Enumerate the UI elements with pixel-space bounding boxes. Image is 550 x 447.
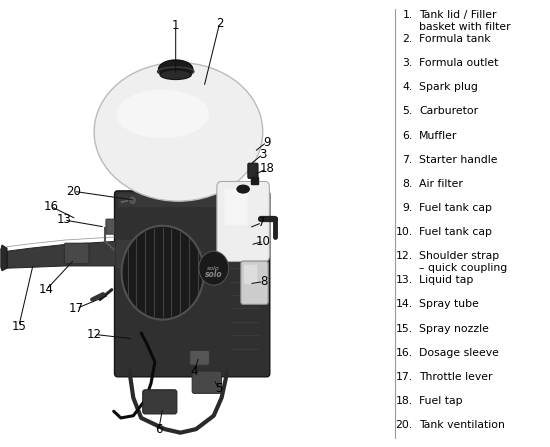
Ellipse shape [237,185,249,193]
Text: Starter handle: Starter handle [419,155,498,164]
Text: 10: 10 [256,235,271,248]
Text: Muffler: Muffler [419,131,458,140]
Text: 15.: 15. [395,324,412,333]
Text: 4.: 4. [403,82,412,92]
Circle shape [122,226,204,320]
Polygon shape [7,241,116,268]
Text: Tank lid / Filler
basket with filter: Tank lid / Filler basket with filter [419,10,510,32]
Text: 20.: 20. [395,420,412,430]
Text: 7: 7 [258,216,266,229]
Text: 14.: 14. [395,299,412,309]
Text: 3.: 3. [403,58,412,68]
FancyBboxPatch shape [224,189,248,225]
Text: 18.: 18. [395,396,412,406]
Text: Fuel tank cap: Fuel tank cap [419,227,492,237]
Text: 13: 13 [57,213,72,227]
Text: 2.: 2. [403,34,412,44]
Text: 17: 17 [69,302,84,315]
Text: Fuel tank cap: Fuel tank cap [419,203,492,213]
Text: 15: 15 [12,320,26,333]
Ellipse shape [160,70,191,80]
Text: Dosage sleeve: Dosage sleeve [419,348,499,358]
Text: solo: solo [205,270,223,279]
FancyBboxPatch shape [190,350,210,365]
FancyBboxPatch shape [192,371,222,393]
Text: 7.: 7. [403,155,412,164]
Text: Formula tank: Formula tank [419,34,491,44]
Text: 6: 6 [155,422,163,436]
FancyBboxPatch shape [143,390,177,414]
FancyBboxPatch shape [248,163,258,178]
Ellipse shape [158,60,193,79]
Ellipse shape [117,90,209,138]
Text: 6.: 6. [403,131,412,140]
FancyBboxPatch shape [244,265,257,284]
Text: Carburetor: Carburetor [419,106,478,116]
Text: Tank ventilation: Tank ventilation [419,420,505,430]
Text: 18: 18 [259,162,274,176]
Text: 5.: 5. [403,106,412,116]
Text: Spray tube: Spray tube [419,299,479,309]
Text: 5: 5 [215,382,223,396]
Text: 9.: 9. [403,203,412,213]
Text: Spark plug: Spark plug [419,82,478,92]
Text: Shoulder strap
– quick coupling: Shoulder strap – quick coupling [419,251,507,273]
Text: 16: 16 [43,200,58,213]
Polygon shape [251,177,258,184]
Text: Liquid tap: Liquid tap [419,275,474,285]
Circle shape [129,196,136,205]
Text: Throttle lever: Throttle lever [419,372,492,382]
Text: Formula outlet: Formula outlet [419,58,498,68]
Circle shape [199,251,229,285]
Text: 8: 8 [260,275,267,288]
Text: 10.: 10. [395,227,412,237]
Text: Fuel tap: Fuel tap [419,396,463,406]
Polygon shape [1,245,7,271]
Text: 13.: 13. [395,275,412,285]
Ellipse shape [94,63,263,201]
Text: 14: 14 [39,283,54,296]
Text: 16.: 16. [395,348,412,358]
Text: 20: 20 [67,185,81,198]
Text: 17.: 17. [395,372,412,382]
Text: Air filter: Air filter [419,179,463,189]
Text: 9: 9 [263,135,271,149]
Text: 3: 3 [259,148,266,161]
Text: 4: 4 [190,364,198,378]
Text: 1: 1 [172,19,179,33]
FancyBboxPatch shape [114,191,270,377]
Text: 12.: 12. [395,251,412,261]
FancyBboxPatch shape [106,219,114,234]
Text: 12: 12 [86,328,102,341]
FancyBboxPatch shape [241,261,268,304]
Text: 2: 2 [216,17,223,30]
Text: solo: solo [207,266,220,271]
Text: Spray nozzle: Spray nozzle [419,324,489,333]
FancyBboxPatch shape [217,181,270,261]
Text: 8.: 8. [403,179,412,189]
Text: 1.: 1. [403,10,412,20]
FancyBboxPatch shape [64,243,89,264]
